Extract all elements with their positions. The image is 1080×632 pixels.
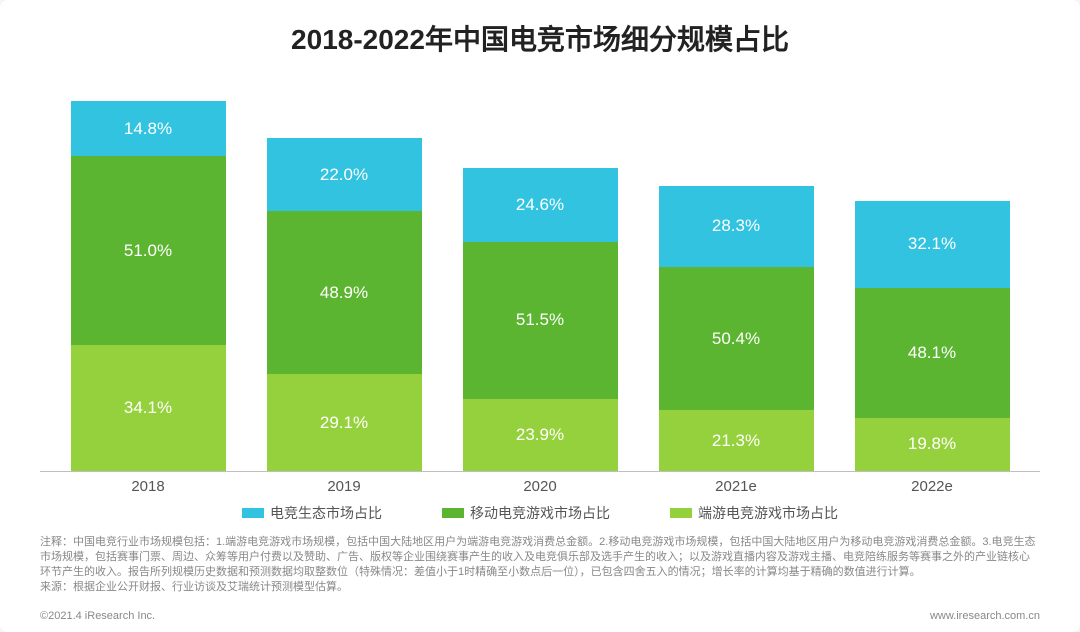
seg-ecosystem: 24.6% <box>463 168 618 243</box>
legend: 电竞生态市场占比 移动电竞游戏市场占比 端游电竞游戏市场占比 <box>40 503 1040 523</box>
x-label: 2019 <box>267 478 422 495</box>
seg-ecosystem: 22.0% <box>267 138 422 211</box>
bar-2018: 34.1%51.0%14.8% <box>71 101 226 471</box>
legend-item-ecosystem: 电竞生态市场占比 <box>242 503 382 523</box>
footer: ©2021.4 iResearch Inc. www.iresearch.com… <box>40 610 1040 622</box>
bar-2020: 23.9%51.5%24.6% <box>463 168 618 471</box>
footnotes: 注释：中国电竞行业市场规模包括：1.端游电竞游戏市场规模，包括中国大陆地区用户为… <box>40 535 1040 594</box>
seg-ecosystem: 28.3% <box>659 186 814 267</box>
bar-2021e: 21.3%50.4%28.3% <box>659 186 814 471</box>
legend-swatch-icon <box>242 508 264 518</box>
chart-plot-area: 34.1%51.0%14.8% 29.1%48.9%22.0% 23.9%51.5%… <box>40 72 1040 472</box>
copyright-text: ©2021.4 iResearch Inc. <box>40 610 155 622</box>
legend-swatch-icon <box>442 508 464 518</box>
seg-pc: 29.1% <box>267 374 422 471</box>
seg-mobile: 48.9% <box>267 211 422 374</box>
seg-pc: 34.1% <box>71 345 226 471</box>
footnote-annotation: 注释：中国电竞行业市场规模包括：1.端游电竞游戏市场规模，包括中国大陆地区用户为… <box>40 535 1040 580</box>
seg-pc: 19.8% <box>855 418 1010 471</box>
x-axis-labels: 2018 2019 2020 2021e 2022e <box>40 472 1040 495</box>
legend-label: 移动电竞游戏市场占比 <box>470 503 610 523</box>
legend-item-mobile: 移动电竞游戏市场占比 <box>442 503 610 523</box>
x-label: 2021e <box>659 478 814 495</box>
seg-ecosystem: 32.1% <box>855 201 1010 288</box>
legend-item-pc: 端游电竞游戏市场占比 <box>670 503 838 523</box>
seg-mobile: 48.1% <box>855 288 1010 418</box>
seg-pc: 23.9% <box>463 399 618 472</box>
x-label: 2018 <box>71 478 226 495</box>
seg-mobile: 50.4% <box>659 267 814 411</box>
chart-title: 2018-2022年中国电竞市场细分规模占比 <box>40 18 1040 58</box>
legend-label: 电竞生态市场占比 <box>270 503 382 523</box>
legend-swatch-icon <box>670 508 692 518</box>
bar-2019: 29.1%48.9%22.0% <box>267 138 422 471</box>
seg-mobile: 51.5% <box>463 242 618 398</box>
legend-label: 端游电竞游戏市场占比 <box>698 503 838 523</box>
seg-ecosystem: 14.8% <box>71 101 226 156</box>
seg-mobile: 51.0% <box>71 156 226 345</box>
chart-container: 2018-2022年中国电竞市场细分规模占比 34.1%51.0%14.8% 29… <box>0 0 1080 632</box>
x-label: 2020 <box>463 478 618 495</box>
bar-2022e: 19.8%48.1%32.1% <box>855 201 1010 471</box>
website-text: www.iresearch.com.cn <box>930 610 1040 622</box>
x-label: 2022e <box>855 478 1010 495</box>
seg-pc: 21.3% <box>659 410 814 471</box>
footnote-source: 来源：根据企业公开财报、行业访谈及艾瑞统计预测模型估算。 <box>40 580 1040 595</box>
